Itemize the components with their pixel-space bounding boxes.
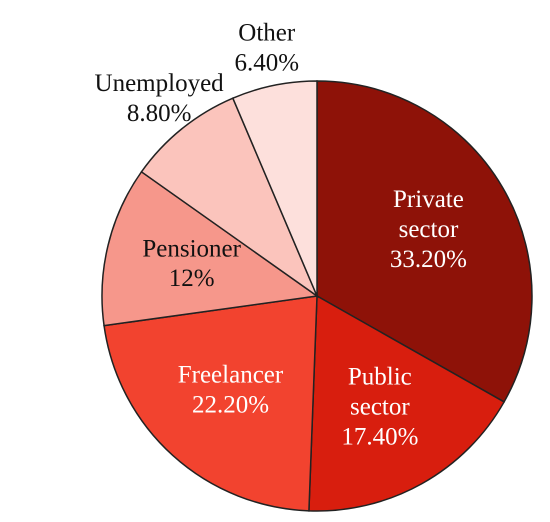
pie-slice — [231, 80, 318, 297]
value-label: 6.40% — [234, 49, 299, 76]
category-label: Public sector — [348, 363, 412, 420]
value-label: 8.80% — [127, 100, 192, 127]
value-label: 33.20% — [390, 246, 467, 273]
category-label-line: Other — [238, 19, 296, 46]
pie-slice — [140, 97, 319, 299]
slice-label: Other 6.40% — [234, 19, 299, 76]
value-label: 22.20% — [192, 391, 269, 418]
category-label: Pensioner — [142, 235, 241, 262]
value-label: 12% — [169, 265, 215, 292]
category-label: Private sector — [393, 186, 464, 243]
value-label: 17.40% — [341, 423, 418, 450]
slice-label: Pensioner 12% — [142, 235, 241, 292]
pie-slice — [308, 294, 506, 512]
slice-label: Private sector 33.20% — [390, 186, 467, 273]
category-label-line: Freelancer — [178, 361, 284, 388]
category-label-line: Public — [348, 363, 412, 390]
category-label: Other — [238, 19, 296, 46]
category-label: Unemployed — [95, 70, 225, 97]
category-label: Freelancer — [178, 361, 284, 388]
category-label-line: Unemployed — [95, 70, 225, 97]
category-label-line: Pensioner — [142, 235, 241, 262]
category-label-line: sector — [350, 393, 410, 420]
category-label-line: sector — [399, 216, 459, 243]
pie-slice — [101, 170, 319, 327]
pie-slice — [103, 295, 318, 512]
slice-label: Public sector 17.40% — [341, 363, 418, 450]
category-label-line: Private — [393, 186, 464, 213]
pie-slice — [316, 80, 533, 403]
slice-label: Freelancer 22.20% — [178, 361, 284, 418]
slice-label: Unemployed 8.80% — [95, 70, 225, 127]
